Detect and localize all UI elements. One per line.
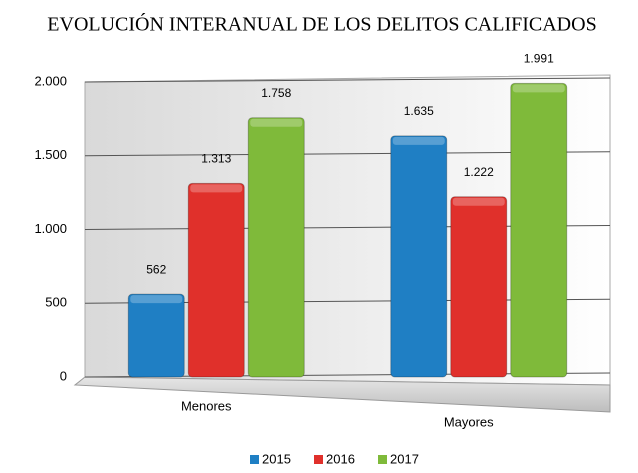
legend-label: 2015 xyxy=(262,451,291,466)
y-tick-label: 1.000 xyxy=(34,221,67,236)
bar-top xyxy=(250,118,303,127)
x-tick-label: Mayores xyxy=(444,414,494,429)
bar-top xyxy=(512,84,565,93)
value-label: 1.222 xyxy=(464,165,494,179)
floor xyxy=(73,376,611,413)
legend-swatch xyxy=(250,455,259,464)
value-label: 1.991 xyxy=(524,51,554,65)
grid-line xyxy=(84,77,611,83)
bar-top xyxy=(392,136,445,145)
chart-title: EVOLUCIÓN INTERANUAL DE LOS DELITOS CALI… xyxy=(47,12,596,36)
y-tick-label: 500 xyxy=(45,295,67,310)
bar xyxy=(510,82,568,378)
legend-swatch xyxy=(378,455,387,464)
bar-top xyxy=(452,197,505,206)
value-label: 1.758 xyxy=(261,86,291,100)
bar xyxy=(127,293,185,378)
x-tick-label: Menores xyxy=(181,398,232,413)
bar xyxy=(390,135,448,378)
bar xyxy=(187,182,245,378)
legend-label: 2016 xyxy=(326,451,355,466)
value-label: 1.313 xyxy=(201,152,231,166)
bar xyxy=(247,117,305,378)
y-tick-label: 1.500 xyxy=(34,147,67,162)
bar-top xyxy=(130,295,183,304)
value-label: 1.635 xyxy=(404,104,434,118)
legend-label: 2017 xyxy=(390,451,419,466)
y-tick-label: 0 xyxy=(60,368,67,383)
value-label: 562 xyxy=(146,262,166,276)
bar xyxy=(450,196,508,378)
bar-top xyxy=(190,184,243,193)
legend-swatch xyxy=(314,455,323,464)
y-tick-label: 2.000 xyxy=(34,73,67,88)
